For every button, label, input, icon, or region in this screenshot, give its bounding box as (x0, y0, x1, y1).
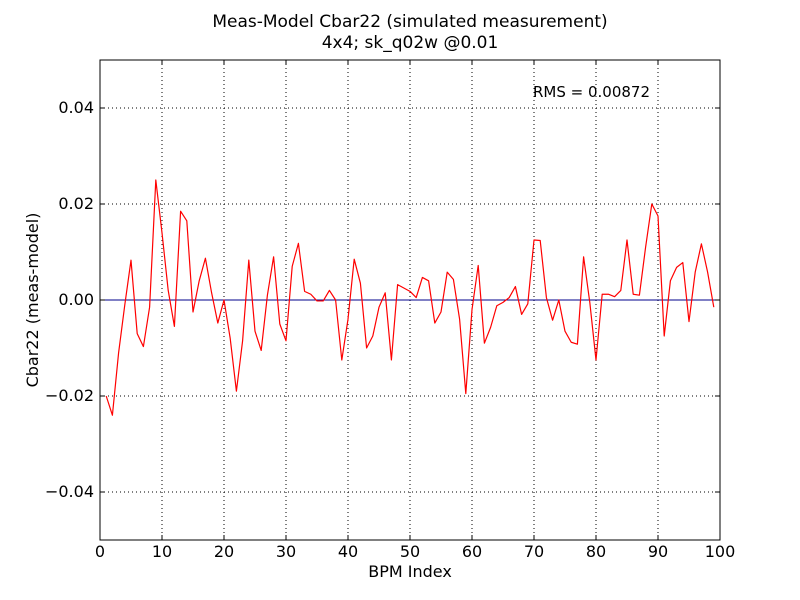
x-tick-label: 40 (338, 542, 358, 561)
y-tick-label: −0.04 (45, 482, 94, 501)
y-tick-label: 0.02 (58, 194, 94, 213)
y-tick-label: 0.04 (58, 98, 94, 117)
x-axis-label: BPM Index (368, 562, 452, 581)
ticks: 0 10 20 30 40 50 60 70 80 90 100 −0.04 −0.02 0.00 0.02… (45, 60, 735, 561)
x-tick-label: 50 (400, 542, 420, 561)
x-tick-label: 70 (524, 542, 544, 561)
x-tick-label: 20 (214, 542, 234, 561)
x-tick-label: 30 (276, 542, 296, 561)
x-tick-label: 0 (95, 542, 105, 561)
chart-title: Meas-Model Cbar22 (simulated measurement… (212, 12, 607, 32)
rms-annotation: RMS = 0.00872 (533, 83, 650, 101)
x-tick-label: 90 (648, 542, 668, 561)
series-line (105, 179, 715, 416)
series-layer (105, 179, 715, 416)
y-tick-label: −0.02 (45, 386, 94, 405)
x-tick-label: 10 (152, 542, 172, 561)
x-tick-label: 100 (705, 542, 736, 561)
chart-subtitle: 4x4; sk_q02w @0.01 (322, 33, 499, 53)
y-tick-label: 0.00 (58, 290, 94, 309)
y-axis-label: Cbar22 (meas-model) (23, 213, 42, 388)
x-tick-label: 80 (586, 542, 606, 561)
x-tick-label: 60 (462, 542, 482, 561)
